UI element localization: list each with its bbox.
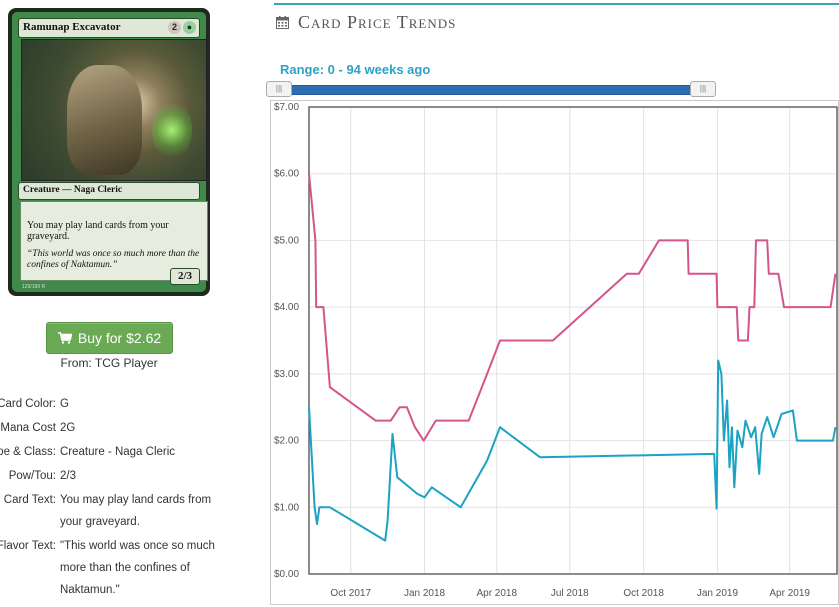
y-tick-label: $5.00	[274, 235, 299, 246]
series-line-high	[308, 173, 837, 442]
detail-label: Flavor Text:	[0, 540, 56, 552]
card-text-box: You may play land cards from your gravey…	[20, 201, 208, 281]
buy-button[interactable]: Buy for $2.62	[46, 322, 173, 354]
x-tick-label: Oct 2017	[330, 588, 371, 599]
green-mana-icon: ●	[183, 21, 196, 34]
detail-value: 2G	[60, 422, 76, 434]
y-tick-label: $0.00	[274, 569, 299, 580]
card-rules-text: You may play land cards from your gravey…	[27, 220, 169, 242]
naga-figure-art	[67, 65, 142, 175]
detail-value: Creature - Naga Cleric	[60, 446, 176, 458]
calendar-icon	[276, 16, 289, 29]
buy-source: From: TCG Player	[60, 356, 158, 370]
detail-value: 2/3	[60, 470, 76, 482]
series-line-low	[308, 359, 837, 542]
y-tick-label: $3.00	[274, 369, 299, 380]
y-tick-label: $7.00	[274, 102, 299, 113]
range-slider[interactable]: ||| |||	[266, 81, 716, 97]
price-trends-title: Card Price Trends	[298, 12, 457, 32]
card-artwork	[21, 39, 207, 181]
y-tick-label: $2.00	[274, 436, 299, 447]
section-divider	[274, 3, 839, 5]
x-tick-label: Jul 2018	[551, 588, 589, 599]
x-tick-label: Apr 2019	[769, 588, 810, 599]
card-power-toughness: 2/3	[170, 268, 200, 285]
plot-border	[308, 106, 838, 575]
detail-label: Card Color:	[0, 398, 56, 410]
card-name: Ramunap Excavator	[23, 21, 121, 33]
card-type-line: Creature — Naga Cleric	[23, 185, 123, 195]
generic-mana-icon: 2	[168, 21, 181, 34]
range-slider-left-handle[interactable]: |||	[266, 81, 292, 97]
card-frame: Ramunap Excavator 2 ● Creature — Naga Cl…	[12, 12, 208, 292]
card-type-bar: Creature — Naga Cleric	[18, 182, 200, 200]
detail-value: You may play land cards from your gravey…	[60, 494, 212, 528]
price-chart: $0.00 $1.00 $2.00 $3.00 $4.00 $5.00 $6.00 $7.00…	[270, 100, 839, 605]
x-tick-label: Apr 2018	[476, 588, 517, 599]
x-tick-label: Oct 2018	[623, 588, 664, 599]
detail-label: Card Text:	[3, 494, 56, 506]
detail-value: "This world was once so much more than t…	[60, 540, 215, 596]
detail-value: G	[60, 398, 69, 410]
range-slider-right-handle[interactable]: |||	[690, 81, 716, 97]
y-tick-label: $1.00	[274, 502, 299, 513]
buy-button-label: Buy for $2.62	[77, 330, 162, 346]
x-tick-label: Jan 2019	[697, 588, 739, 599]
green-glow-art	[152, 100, 192, 160]
x-tick-label: Jan 2018	[404, 588, 446, 599]
card-mana-cost: 2 ●	[168, 21, 196, 34]
cart-icon	[57, 332, 72, 344]
card-flavor-text: “This world was once so much more than t…	[27, 249, 200, 270]
card-collector-number: 129/199 R	[22, 284, 46, 290]
detail-label: Mana Cost	[0, 422, 56, 434]
card-image: Ramunap Excavator 2 ● Creature — Naga Cl…	[8, 8, 210, 296]
detail-label: Pow/Tou:	[8, 470, 56, 482]
card-name-bar: Ramunap Excavator 2 ●	[18, 18, 200, 38]
detail-label: Type & Class:	[0, 446, 56, 458]
range-label: Range: 0 - 94 weeks ago	[280, 62, 431, 77]
y-tick-label: $6.00	[274, 169, 299, 180]
range-slider-track[interactable]	[286, 85, 696, 95]
y-tick-label: $4.00	[274, 302, 299, 313]
